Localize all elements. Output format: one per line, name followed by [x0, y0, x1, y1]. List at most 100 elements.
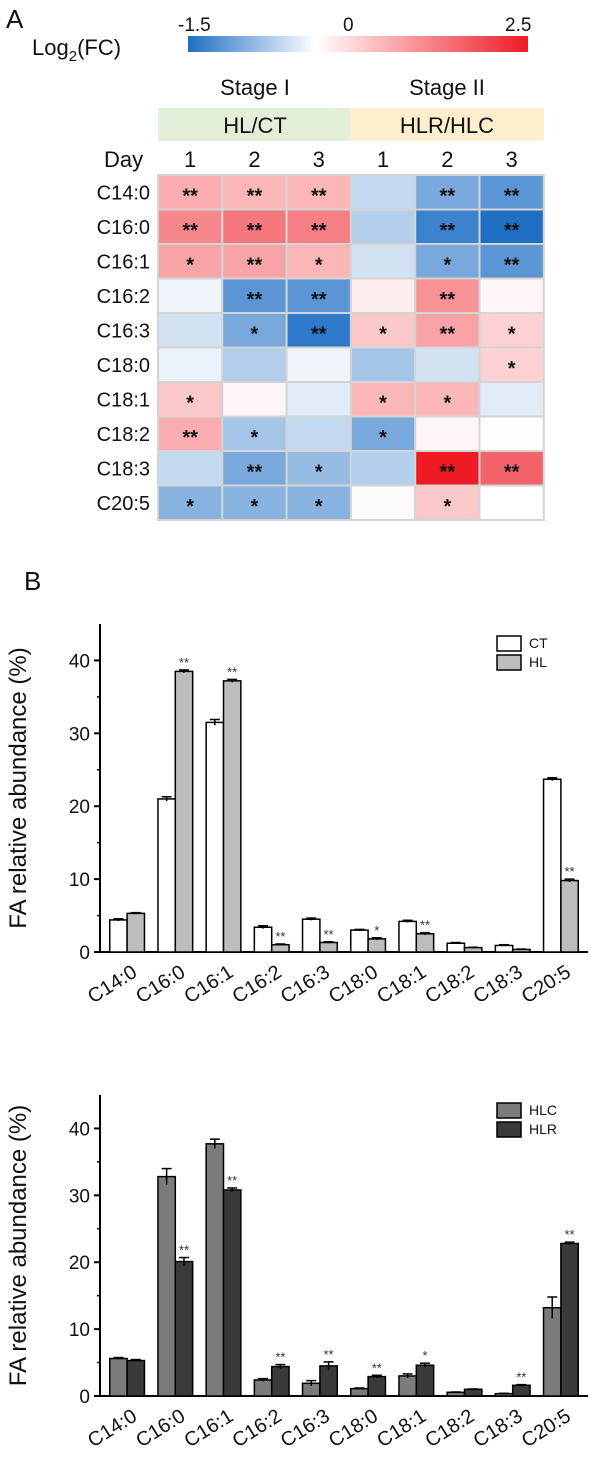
heatmap-cell — [157, 415, 224, 452]
heatmap-cell — [478, 277, 545, 314]
significance-mark: * — [186, 496, 194, 518]
bar-hlr — [319, 1365, 339, 1397]
significance-mark: ** — [247, 254, 263, 276]
significance-mark: ** — [182, 427, 198, 449]
legend-swatch-hlc — [496, 1102, 522, 1119]
legend-swatch-hlr — [496, 1121, 522, 1138]
y-tick-label: 10 — [69, 1320, 90, 1341]
legend-label-hlr: HLR — [529, 1121, 557, 1137]
heatmap-cell — [157, 312, 224, 349]
significance-mark: ** — [275, 1350, 285, 1365]
heatmap-cell — [478, 346, 545, 383]
heatmap-cell — [221, 484, 288, 521]
x-category-label: C14:0 — [84, 1405, 141, 1452]
x-category-label: C20:5 — [518, 1405, 575, 1452]
significance-mark: * — [379, 323, 387, 345]
x-category-label: C20:5 — [518, 961, 575, 1008]
heatmap-header: Stage I Stage II HL/CT HLR/HLC Day 1 2 3 1 2… — [104, 75, 544, 172]
day-label-6: 3 — [506, 147, 518, 172]
group-band-hlct — [158, 108, 351, 141]
heatmap-cell — [157, 208, 224, 245]
significance-mark: ** — [504, 461, 520, 483]
heatmap-cell — [414, 381, 481, 418]
legend-label-hl: HL — [529, 654, 547, 670]
heatmap-cell — [285, 208, 352, 245]
significance-mark: * — [508, 323, 516, 345]
group-band-hlrhlc — [351, 108, 544, 141]
x-category-label: C18:3 — [470, 1405, 527, 1452]
significance-mark: * — [251, 496, 259, 518]
y-tick-label: 20 — [69, 797, 90, 818]
stage-label-2: Stage II — [409, 75, 485, 100]
bar-hlc — [108, 1357, 128, 1397]
x-category-label: C16:2 — [229, 1405, 286, 1452]
significance-mark: ** — [420, 918, 430, 933]
significance-mark: * — [374, 923, 379, 938]
bar-hl — [222, 680, 242, 953]
heatmap-cell — [285, 415, 352, 452]
y-tick-label: 40 — [69, 651, 90, 672]
heatmap-cell — [285, 346, 352, 383]
significance-mark: ** — [182, 220, 198, 242]
significance-mark: ** — [247, 289, 263, 311]
significance-mark: ** — [311, 220, 327, 242]
significance-mark: * — [186, 392, 194, 414]
heatmap-cell — [349, 277, 417, 314]
significance-mark: * — [443, 254, 451, 276]
x-category-label: C18:1 — [373, 1405, 430, 1452]
heatmap-cell — [414, 415, 481, 452]
heatmap-cell — [221, 346, 288, 383]
x-category-label: C16:1 — [180, 1405, 237, 1452]
significance-mark: * — [251, 427, 259, 449]
bar-hlr — [511, 1384, 531, 1397]
legend-swatch-hl — [496, 654, 522, 671]
heatmap-cell — [157, 450, 224, 487]
day-label-2: 2 — [248, 147, 260, 172]
day-label-4: 1 — [377, 147, 389, 172]
heatmap-cell — [414, 243, 481, 280]
group-label-hlct: HL/CT — [223, 113, 287, 138]
bar-hlr — [463, 1388, 483, 1397]
x-category-label: C18:3 — [470, 961, 527, 1008]
significance-mark: ** — [324, 927, 334, 942]
heatmap-cell — [349, 208, 417, 245]
bar-ct — [349, 929, 369, 953]
x-category-label: C16:2 — [229, 961, 286, 1008]
bar-ct — [253, 926, 273, 953]
x-category-label: C18:1 — [373, 961, 430, 1008]
bar-hlc — [253, 1379, 273, 1397]
significance-mark: ** — [324, 1347, 334, 1362]
x-category-label: C18:0 — [325, 961, 382, 1008]
heatmap-cell — [221, 450, 288, 487]
significance-mark: ** — [227, 664, 237, 679]
significance-mark: ** — [440, 461, 456, 483]
significance-mark: ** — [504, 254, 520, 276]
significance-mark: ** — [182, 185, 198, 207]
x-category-label: C16:0 — [132, 961, 189, 1008]
bar-ct — [446, 942, 466, 953]
significance-mark: * — [315, 254, 323, 276]
x-category-label: C16:1 — [180, 961, 237, 1008]
bar-hl — [126, 912, 146, 953]
significance-mark: ** — [247, 185, 263, 207]
significance-mark: * — [379, 392, 387, 414]
bar-hl — [319, 941, 339, 953]
heatmap-cell — [478, 312, 545, 349]
significance-mark: ** — [440, 185, 456, 207]
significance-mark: ** — [504, 185, 520, 207]
colorbar-label: Log2(FC) — [32, 35, 121, 65]
day-label-3: 3 — [313, 147, 325, 172]
heatmap-row-label: C18:0 — [97, 355, 150, 377]
y-tick-label: 30 — [69, 1186, 90, 1207]
panel-label-a: A — [6, 4, 24, 34]
heatmap-cell — [414, 346, 481, 383]
x-category-label: C18:2 — [421, 1405, 478, 1452]
colorbar-gradient — [188, 36, 528, 52]
significance-mark: * — [251, 323, 259, 345]
bar-ct — [108, 919, 128, 953]
significance-mark: ** — [516, 1370, 526, 1385]
significance-mark: * — [315, 461, 323, 483]
heatmap-cell — [221, 381, 288, 418]
x-category-label: C16:3 — [277, 961, 334, 1008]
significance-mark: * — [422, 1348, 427, 1363]
